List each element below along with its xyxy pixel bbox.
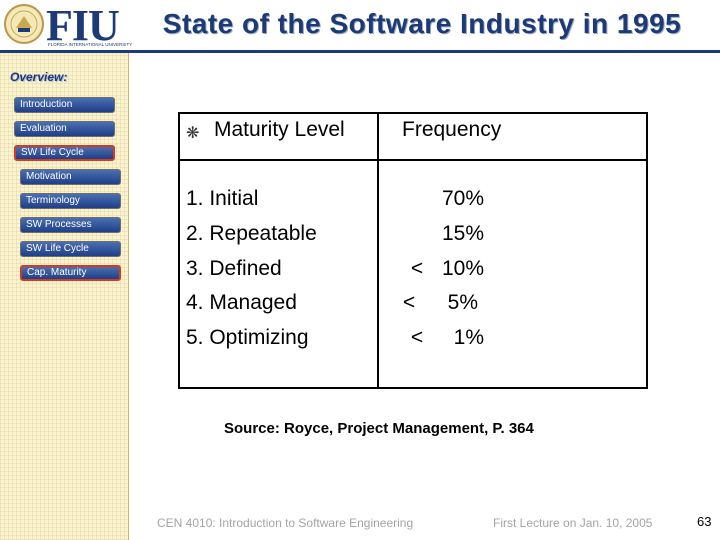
nav-evaluation[interactable]: Evaluation [14,121,115,137]
level-label: 5. Optimizing [186,326,309,349]
slide-title: State of the Software Industry in 1995 [162,8,682,39]
source-citation: Source: Royce, Project Management, P. 36… [224,420,534,437]
frequency-value: 15% [441,222,484,245]
frequency-value: 1% [453,326,484,349]
fiu-logo: FIU FLORIDA INTERNATIONAL UNIVERSITY [2,1,133,50]
footer-course: CEN 4010: Introduction to Software Engin… [157,516,414,530]
footer-lecture: First Lecture on Jan. 10, 2005 [493,516,653,530]
frequency-value: 10% [441,257,484,280]
bullet-icon: ❋ [186,125,200,142]
table-column-divider [377,112,379,389]
sidebar-heading: Overview: [10,70,68,84]
nav-introduction[interactable]: Introduction [14,97,115,113]
nav-sw-processes[interactable]: SW Processes [20,217,121,233]
level-label: 1. Initial [186,187,259,210]
nav-cap-maturity[interactable]: Cap. Maturity [20,265,121,281]
level-label: 3. Defined [186,257,282,280]
page-number: 63 [697,514,712,529]
comparator: < [410,326,424,349]
nav-sw-life-cycle-sub[interactable]: SW Life Cycle [20,241,121,257]
level-label: 2. Repeatable [186,222,317,245]
frequency-value: 5% [447,291,478,314]
header-maturity-level: Maturity Level [214,118,345,141]
comparator: < [402,291,416,314]
fiu-seal-icon [4,4,44,44]
nav-motivation[interactable]: Motivation [20,169,121,185]
header-divider [0,50,720,53]
header-frequency: Frequency [402,118,502,141]
level-label: 4. Managed [186,291,297,314]
frequency-value: 70% [441,187,484,210]
nav-terminology[interactable]: Terminology [20,193,121,209]
table-header-divider [178,159,648,161]
logo-subtext: FLORIDA INTERNATIONAL UNIVERSITY [48,42,133,47]
logo-text: FIU [46,1,120,50]
nav-sw-life-cycle[interactable]: SW Life Cycle [14,145,115,161]
maturity-table [178,112,648,389]
comparator: < [410,257,424,280]
